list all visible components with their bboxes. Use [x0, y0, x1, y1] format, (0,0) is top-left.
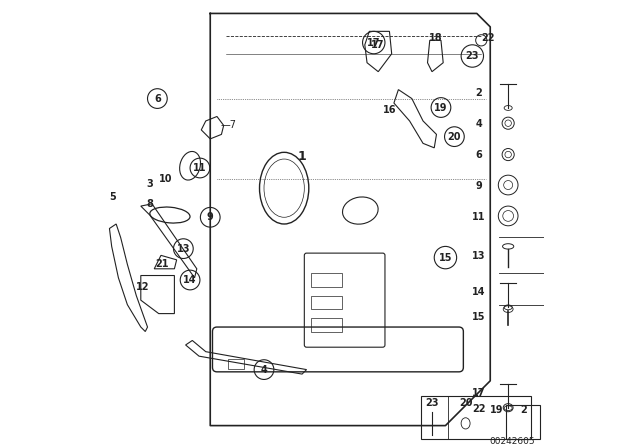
Text: 20: 20	[447, 132, 461, 142]
Text: 11: 11	[193, 163, 207, 173]
Bar	[311, 318, 342, 332]
Text: 11: 11	[472, 212, 486, 222]
Text: 9: 9	[476, 181, 483, 191]
Text: 9: 9	[207, 212, 214, 222]
Text: 5: 5	[109, 192, 116, 202]
Text: 16: 16	[383, 105, 396, 115]
Text: 8: 8	[147, 199, 153, 209]
Text: 21: 21	[156, 259, 169, 269]
Bar	[421, 396, 531, 439]
Text: 00242605: 00242605	[490, 437, 535, 446]
Text: 2: 2	[520, 405, 527, 415]
Text: 19: 19	[490, 405, 504, 415]
Text: 6: 6	[476, 151, 483, 160]
Text: 4: 4	[260, 365, 268, 375]
Text: 3: 3	[147, 179, 153, 189]
Text: 13: 13	[177, 244, 190, 254]
Text: 1: 1	[298, 150, 307, 164]
Text: 15: 15	[472, 312, 486, 322]
Text: 17: 17	[472, 388, 486, 398]
Text: 18: 18	[429, 33, 442, 43]
Text: 4: 4	[476, 119, 483, 129]
Text: —7: —7	[220, 121, 236, 130]
Bar	[228, 359, 244, 369]
Text: 19: 19	[434, 103, 448, 112]
Text: 12: 12	[136, 282, 150, 292]
Bar	[506, 405, 540, 439]
Bar	[311, 273, 342, 287]
Text: 22: 22	[481, 33, 495, 43]
Bar	[311, 296, 342, 309]
Text: 20: 20	[459, 398, 472, 408]
Text: 17: 17	[367, 38, 381, 47]
Text: 2: 2	[476, 88, 483, 98]
Text: 17: 17	[371, 40, 384, 50]
Text: 6: 6	[154, 94, 161, 103]
Text: 23: 23	[425, 398, 439, 408]
Text: 10: 10	[159, 174, 172, 184]
Text: 22: 22	[472, 404, 486, 414]
Text: 23: 23	[465, 51, 479, 61]
Text: 14: 14	[472, 287, 486, 297]
Text: 15: 15	[438, 253, 452, 263]
Text: 13: 13	[472, 251, 486, 261]
Text: 14: 14	[183, 275, 197, 285]
